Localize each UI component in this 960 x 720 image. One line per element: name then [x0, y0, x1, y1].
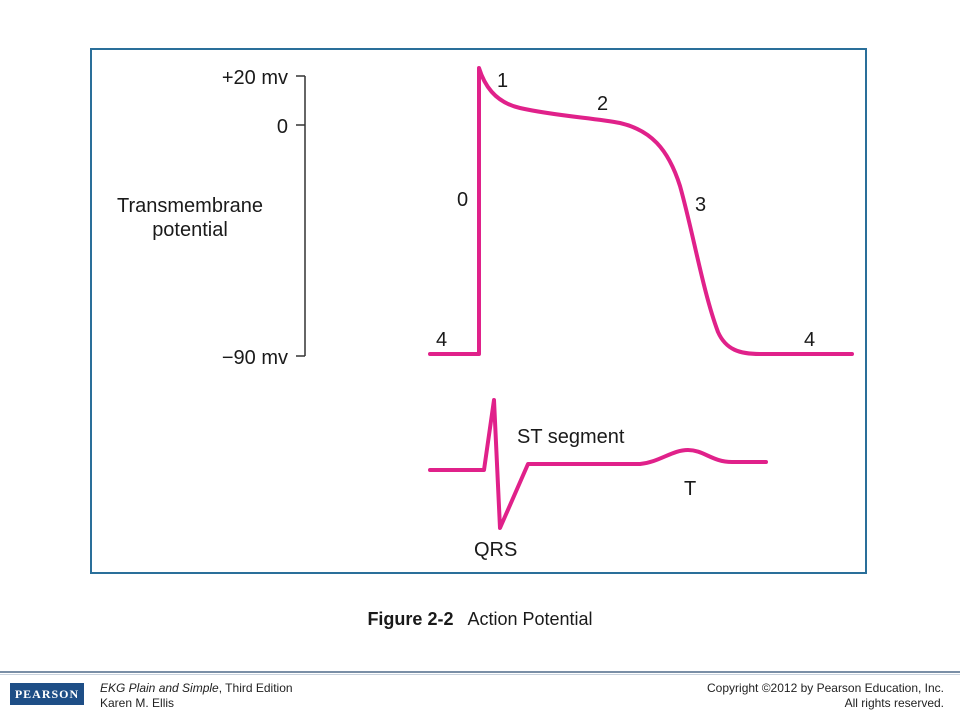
pearson-logo: PEARSON [10, 683, 84, 705]
action-potential-trace [428, 66, 854, 356]
y-axis-title-line2: potential [152, 219, 228, 241]
y-axis-top-label: +20 mv [222, 67, 288, 89]
book-info: EKG Plain and Simple, Third Edition Kare… [100, 681, 293, 711]
phase-4-right-label: 4 [804, 329, 815, 351]
book-author: Karen M. Ellis [100, 696, 175, 710]
y-axis [296, 75, 306, 357]
y-axis-title-line1: Transmembrane [117, 195, 263, 217]
footer-divider [0, 671, 960, 673]
copyright-notice: Copyright ©2012 by Pearson Education, In… [707, 681, 944, 711]
qrs-label: QRS [474, 539, 517, 561]
caption-number: Figure 2-2 [367, 609, 454, 629]
footer-divider-thin [0, 674, 960, 675]
st-segment-label: ST segment [517, 426, 625, 448]
book-edition: , Third Edition [218, 681, 293, 695]
phase-4-left-label: 4 [436, 329, 447, 351]
phase-2-label: 2 [597, 93, 608, 115]
ekg-trace [428, 398, 768, 530]
book-title: EKG Plain and Simple [100, 681, 219, 695]
caption-title: Action Potential [467, 609, 593, 629]
copyright-line-1: Copyright ©2012 by Pearson Education, In… [707, 681, 944, 695]
phase-1-label: 1 [497, 70, 508, 92]
phase-0-label: 0 [457, 189, 468, 211]
y-axis-bottom-label: −90 mv [222, 347, 288, 369]
t-wave-label: T [684, 478, 696, 500]
figure-caption: Figure 2-2 Action Potential [0, 609, 960, 630]
phase-3-label: 3 [695, 194, 706, 216]
copyright-line-2: All rights reserved. [844, 696, 944, 710]
y-axis-zero-label: 0 [277, 116, 288, 138]
